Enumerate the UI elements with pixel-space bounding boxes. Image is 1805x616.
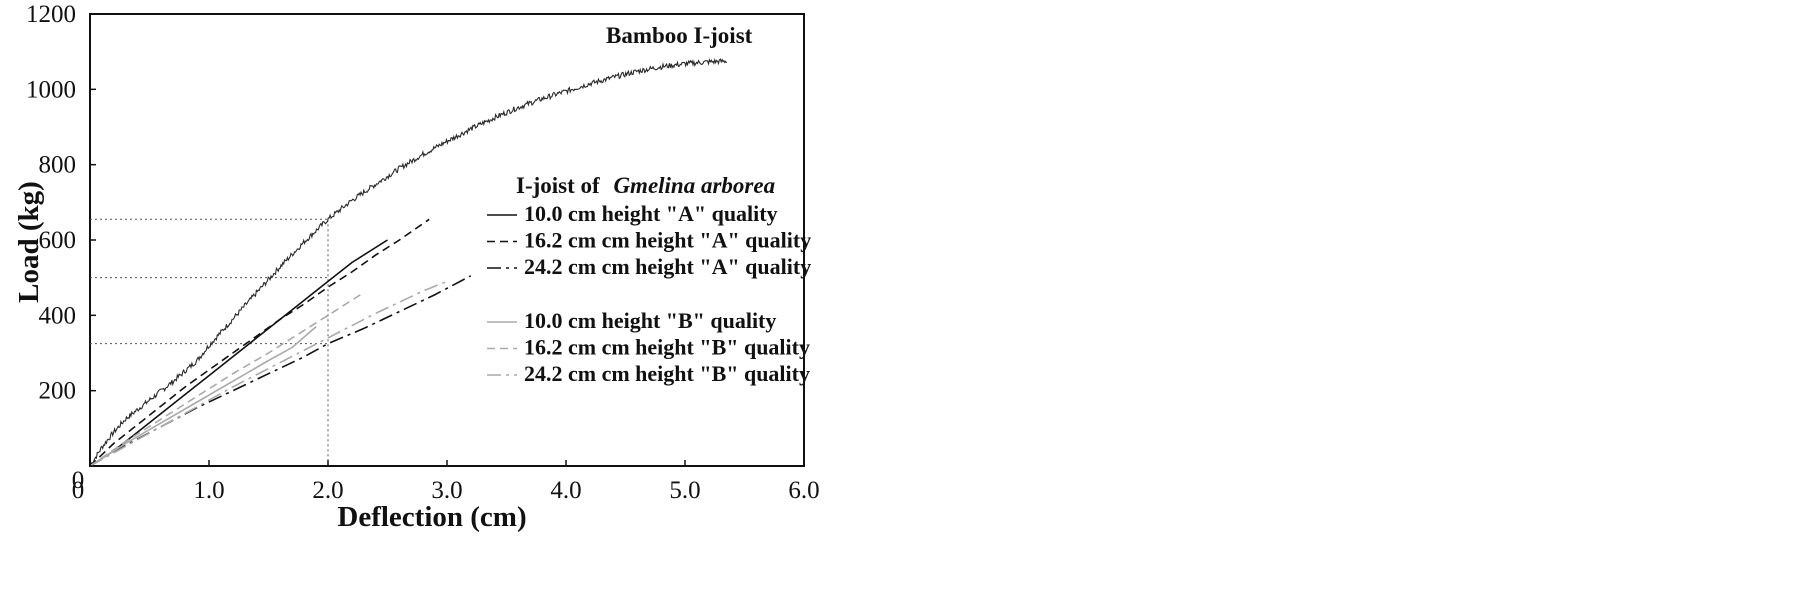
y-tick-label: 600 xyxy=(39,227,77,254)
series-line-0 xyxy=(89,57,728,467)
legend-title-prefix: I-joist of xyxy=(516,173,600,198)
series-line-4 xyxy=(89,325,317,467)
y-axis-ticks: 200 400 600 800 1000 1200 0 xyxy=(26,1,96,494)
legend-title-species: Gmelina arborea xyxy=(613,173,775,198)
x-axis-ticks: 0 1.0 2.0 3.0 4.0 5.0 6.0 xyxy=(72,460,820,504)
legend-title: I-joist of Gmelina arborea xyxy=(516,173,775,198)
bamboo-annotation: Bamboo I-joist xyxy=(606,23,753,48)
y-tick-label: 400 xyxy=(39,302,77,329)
legend: I-joist of Gmelina arborea 10.0 cm heigh… xyxy=(487,173,811,386)
legend-label: 24.2 cm cm height "B" quality xyxy=(524,361,810,386)
legend-label: 10.0 cm height "B" quality xyxy=(524,308,776,333)
y-tick-label: 1000 xyxy=(26,76,76,103)
y-axis-title: Load (kg) xyxy=(13,181,45,303)
series-layer xyxy=(89,57,728,467)
x-tick-label: 4.0 xyxy=(550,477,581,504)
x-tick-label: 5.0 xyxy=(669,477,700,504)
series-line-6 xyxy=(89,280,448,467)
series-line-3 xyxy=(89,275,472,467)
x-tick-label: 2.0 xyxy=(312,477,343,504)
y-tick-label: 1200 xyxy=(26,1,76,28)
x-tick-label: 3.0 xyxy=(431,477,462,504)
y-tick-label: 800 xyxy=(39,152,77,179)
legend-label: 16.2 cm cm height "A" quality xyxy=(524,228,811,253)
legend-label: 10.0 cm height "A" quality xyxy=(524,201,778,226)
reference-lines xyxy=(90,218,329,466)
series-line-5 xyxy=(89,292,365,467)
x-tick-label: 6.0 xyxy=(788,477,819,504)
legend-label: 24.2 cm cm height "A" quality xyxy=(524,254,811,279)
x-tick-label: 1.0 xyxy=(193,477,224,504)
legend-label: 16.2 cm cm height "B" quality xyxy=(524,335,810,360)
origin-tick-label: 0 xyxy=(72,467,85,494)
series-line-2 xyxy=(89,218,430,467)
series-line-1 xyxy=(89,239,388,467)
x-axis-title: Deflection (cm) xyxy=(337,501,526,533)
x-tick-label: 0 xyxy=(72,477,85,504)
y-tick-label: 200 xyxy=(39,378,77,405)
